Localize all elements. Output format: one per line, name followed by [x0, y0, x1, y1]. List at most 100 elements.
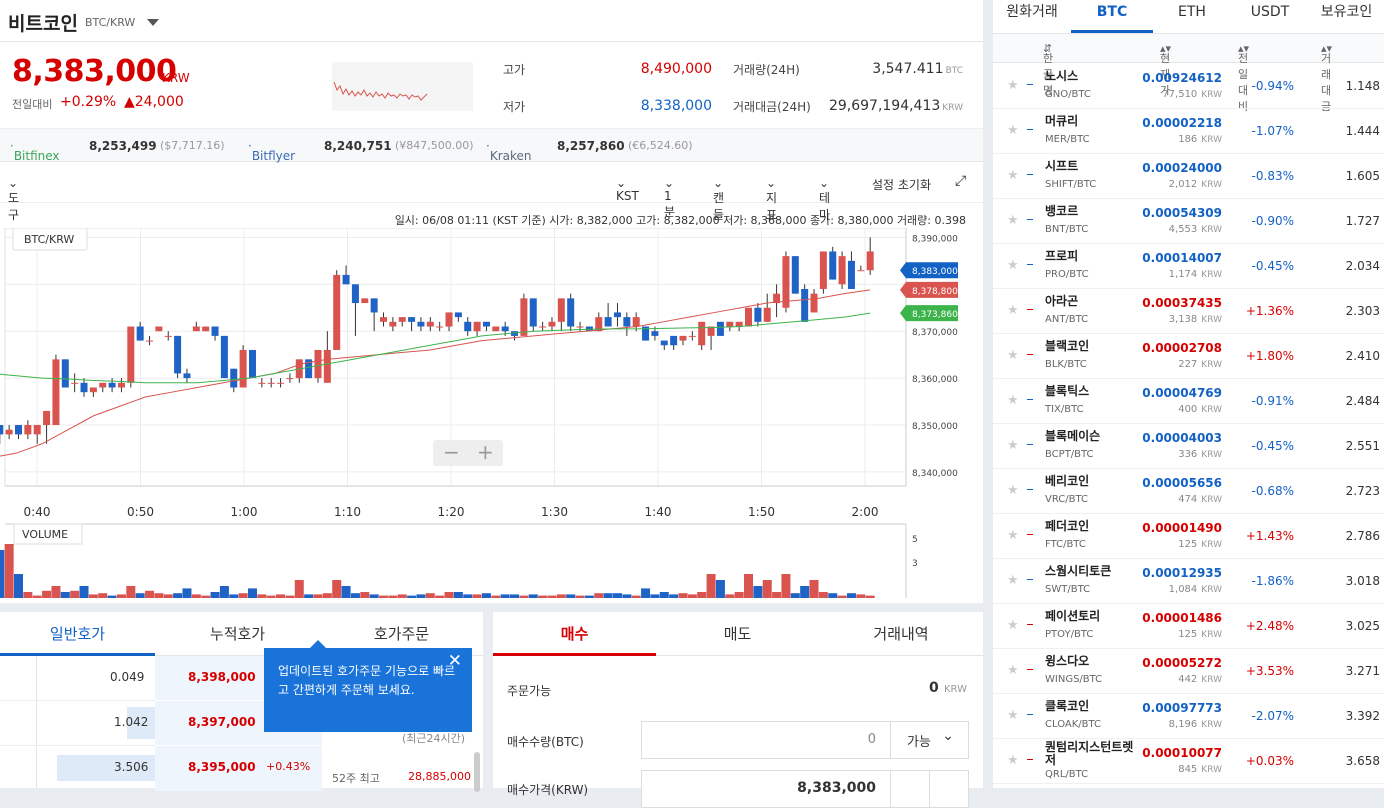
col-current-price[interactable]: 현재가 ▴▾ — [1160, 42, 1172, 97]
star-icon[interactable]: ★ — [1007, 168, 1019, 183]
list-item[interactable]: ★ 페더코인 FTC/BTC 0.00001490 125 KRW +1.43% 2.786 — [993, 514, 1384, 559]
star-icon[interactable]: ★ — [1007, 303, 1019, 318]
quantity-field[interactable]: 0 — [641, 721, 891, 759]
quantity-available-dropdown[interactable]: 가능 ⌄ — [890, 721, 969, 759]
coin-turnover: 1.148 — [1345, 79, 1380, 93]
candle-body — [155, 326, 163, 332]
tab-cumulative-orderbook[interactable]: 누적호가 — [155, 612, 320, 656]
coin-turnover: 1.727 — [1345, 214, 1380, 228]
col-korean-name[interactable]: 한글명 ⇵ — [1043, 42, 1054, 97]
star-icon[interactable]: ★ — [1007, 708, 1019, 723]
price-decrease-button[interactable] — [890, 770, 930, 808]
table-row[interactable] — [155, 746, 322, 791]
pair-label[interactable]: BTC/KRW — [85, 16, 136, 29]
candle-menu[interactable]: 캔들 ⌄ — [713, 176, 725, 222]
x-tick-label: 2:00 — [852, 505, 879, 519]
candle-body — [80, 382, 88, 393]
star-icon[interactable]: ★ — [1007, 393, 1019, 408]
tab-btc-market[interactable]: BTC — [1071, 0, 1153, 33]
tab-history[interactable]: 거래내역 — [819, 612, 983, 656]
volume-bar — [865, 595, 875, 598]
coin-price: 0.00005656 — [1142, 476, 1222, 490]
list-item[interactable]: ★ 블록틱스 TIX/BTC 0.00004769 400 KRW -0.91% 2.484 — [993, 379, 1384, 424]
zoom-in-icon[interactable]: + — [477, 440, 494, 464]
y-tick-label: 8,390,000 — [912, 234, 958, 244]
volume-bar — [800, 586, 810, 598]
tab-general-orderbook[interactable]: 일반호가 — [0, 612, 155, 656]
tab-krw-market[interactable]: 원화거래 — [1006, 4, 1058, 20]
list-item[interactable]: ★ 블랙코인 BLK/BTC 0.00002708 227 KRW +1.80% 2.410 — [993, 334, 1384, 379]
chevron-down-icon[interactable] — [147, 19, 159, 26]
volume-bar — [126, 586, 136, 598]
col-turnover[interactable]: 거래대금 ▴▾ — [1321, 42, 1333, 113]
list-item[interactable]: ★ 베리코인 VRC/BTC 0.00005656 474 KRW -0.68% 2.723 — [993, 469, 1384, 514]
star-icon[interactable]: ★ — [1007, 528, 1019, 543]
star-icon[interactable]: ★ — [1007, 123, 1019, 138]
candle-body — [857, 270, 865, 272]
trend-mark-icon — [1027, 219, 1033, 220]
timezone-menu[interactable]: KST ⌄ — [616, 176, 639, 203]
chart-toolbar: 도구 ⌄ KST ⌄ 1분 ⌄ 캔들 ⌄ 지표 ⌄ 테마 ⌄ 설정 초기화 ⤢ — [0, 163, 983, 222]
zoom-out-icon[interactable]: − — [443, 440, 460, 464]
tab-buy[interactable]: 매수 — [493, 612, 656, 656]
star-icon[interactable]: ★ — [1007, 258, 1019, 273]
list-item[interactable]: ★ 스웜시티토큰 SWT/BTC 0.00012935 1,084 KRW -1.86% 3.… — [993, 559, 1384, 604]
x-tick-label: 1:50 — [748, 505, 775, 519]
close-icon[interactable]: ✕ — [447, 651, 462, 671]
star-icon[interactable]: ★ — [1007, 618, 1019, 633]
list-item[interactable]: ★ 페이션토리 PTOY/BTC 0.00001486 125 KRW +2.48% 3.02… — [993, 604, 1384, 649]
coin-change: -0.90% — [1251, 214, 1294, 228]
table-row[interactable] — [0, 656, 155, 701]
list-item[interactable]: ★ 뱅코르 BNT/BTC 0.00054309 4,553 KRW -0.90% 1.727 — [993, 199, 1384, 244]
tab-eth-market[interactable]: ETH — [1178, 4, 1206, 20]
coin-change: +1.43% — [1245, 529, 1294, 543]
candle-body — [323, 349, 331, 383]
candle-body — [15, 425, 23, 435]
tab-holdings[interactable]: 보유코인 — [1320, 4, 1373, 20]
fullscreen-icon[interactable]: ⤢ — [955, 173, 967, 189]
volume-bar — [547, 595, 557, 598]
tab-sell[interactable]: 매도 — [656, 612, 819, 656]
list-item[interactable]: ★ 노시스 GNO/BTC 0.00924612 77,510 KRW -0.94% 1.14… — [993, 64, 1384, 109]
exchange-fx: ($7,717.16) — [160, 139, 225, 152]
available-label: 주문가능 — [507, 684, 552, 698]
star-icon[interactable]: ★ — [1007, 753, 1019, 768]
tab-usdt-market[interactable]: USDT — [1250, 4, 1290, 20]
list-item[interactable]: ★ 윙스다오 WINGS/BTC 0.00005272 442 KRW +3.53% 3.27… — [993, 649, 1384, 694]
list-item[interactable]: ★ 시프트 SHIFT/BTC 0.00024000 2,012 KRW -0.83% 1.6… — [993, 154, 1384, 199]
scrollbar[interactable] — [474, 752, 480, 792]
theme-menu[interactable]: 테마 ⌄ — [819, 176, 831, 222]
trade-panel: 매수 매도 거래내역 주문가능 0 KRW 매수수량(BTC) 0 가능 ⌄ 매… — [493, 612, 983, 808]
star-icon[interactable]: ★ — [1007, 348, 1019, 363]
coin-change: -0.94% — [1251, 79, 1294, 93]
coin-price: 0.00002218 — [1142, 116, 1222, 130]
price-increase-button[interactable] — [929, 770, 969, 808]
coin-volume-unit: KRW — [1201, 90, 1222, 100]
star-icon[interactable]: ★ — [1007, 213, 1019, 228]
price-chart[interactable]: 0:40 0:50 1:00 1:10 1:20 1:30 1:40 1:50 2:00 8,39… — [0, 228, 983, 603]
star-icon[interactable]: ★ — [1007, 438, 1019, 453]
star-icon[interactable]: ★ — [1007, 573, 1019, 588]
interval-menu[interactable]: 1분 ⌄ — [664, 176, 676, 219]
reset-settings-button[interactable]: 설정 초기화 — [872, 178, 932, 192]
list-item[interactable]: ★ 머큐리 MER/BTC 0.00002218 186 KRW -1.07% 1.444 — [993, 109, 1384, 154]
star-icon[interactable]: ★ — [1007, 483, 1019, 498]
list-item[interactable]: ★ 프로피 PRO/BTC 0.00014007 1,174 KRW -0.45% 2.034 — [993, 244, 1384, 289]
list-item[interactable]: ★ 아라곤 ANT/BTC 0.00037435 3,138 KRW +1.36% 2.303 — [993, 289, 1384, 334]
tools-menu[interactable]: 도구 ⌄ — [8, 176, 20, 222]
volume-bar — [70, 590, 80, 598]
volume-bar — [734, 592, 744, 598]
col-change[interactable]: 전일대비 ▴▾ — [1238, 42, 1250, 113]
star-icon[interactable]: ★ — [1007, 663, 1019, 678]
list-item[interactable]: ★ 클록코인 CLOAK/BTC 0.00097773 8,196 KRW -2.07% 3.… — [993, 694, 1384, 739]
y-tick-label: 8,370,000 — [912, 328, 958, 338]
indicator-menu[interactable]: 지표 ⌄ — [766, 176, 778, 222]
candle-body — [314, 349, 322, 379]
quantity-value: 0 — [867, 732, 876, 747]
coin-symbol: BNT/BTC — [1045, 224, 1089, 235]
price-field[interactable]: 8,383,000 — [641, 770, 891, 808]
star-icon[interactable]: ★ — [1007, 78, 1019, 93]
list-item[interactable]: ★ 블록메이슨 BCPT/BTC 0.00004003 336 KRW -0.45% 2.55… — [993, 424, 1384, 469]
list-item[interactable]: ★ 퀀텀리지스턴트렛저 QRL/BTC 0.00010077 845 KRW +0.03% 3… — [993, 739, 1384, 784]
table-row[interactable] — [0, 701, 155, 746]
